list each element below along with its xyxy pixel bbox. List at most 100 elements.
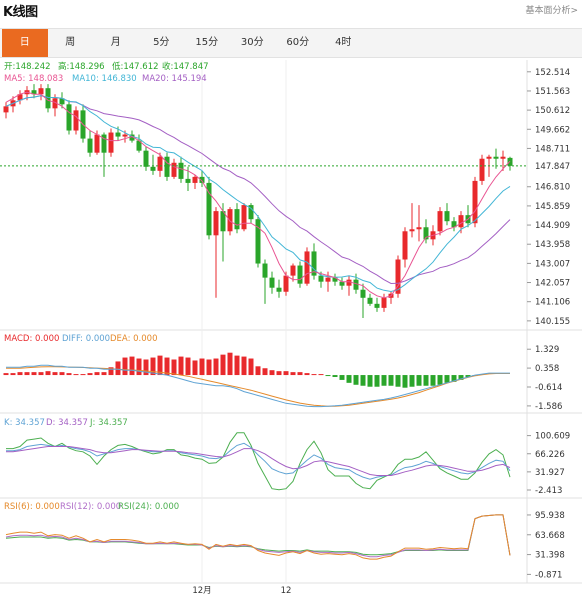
macd-y-label: 0.358	[535, 364, 559, 374]
macd-y-label: -1.586	[535, 402, 562, 412]
kdj-d-line	[6, 446, 511, 476]
rsi-y-label: -0.871	[535, 570, 562, 580]
candle-body	[479, 158, 485, 181]
candle-body	[339, 281, 345, 286]
k-info: K: 34.357	[4, 418, 45, 428]
candle-body	[290, 265, 296, 276]
macd-bar	[52, 372, 58, 376]
macd-bar	[437, 375, 443, 385]
macd-bar	[304, 373, 310, 376]
candle-body	[318, 275, 324, 282]
macd-bar	[199, 358, 205, 376]
tab-4[interactable]: 15分	[195, 37, 219, 48]
candle-body	[402, 231, 408, 260]
macd-bar	[255, 366, 261, 376]
candle-body	[38, 88, 44, 95]
macd-bar	[213, 358, 219, 376]
macd-bar	[80, 374, 86, 376]
tab-7[interactable]: 4时	[335, 37, 352, 48]
main-y-label: 140.155	[535, 317, 570, 327]
candle-body	[276, 287, 282, 292]
macd-y-label: 1.329	[535, 345, 559, 355]
kdj-y-label: 31.927	[535, 468, 565, 478]
main-y-label: 148.711	[535, 144, 570, 154]
candle-body	[73, 110, 79, 131]
j-info: J: 34.357	[89, 418, 128, 428]
main-y-label: 143.958	[535, 240, 570, 250]
macd-bar	[178, 356, 184, 376]
macd-bar	[458, 375, 464, 380]
rsi24-info: RSI(24): 0.000	[118, 502, 179, 512]
rsi-y-label: 63.668	[535, 531, 565, 541]
macd-bar	[24, 372, 30, 376]
macd-bar	[122, 357, 128, 376]
kdj-y-label: -2.413	[535, 486, 562, 496]
macd-bar	[409, 375, 415, 387]
macd-bar	[241, 356, 247, 376]
candle-body	[297, 265, 303, 284]
candle-body	[500, 156, 506, 159]
macd-bar	[283, 371, 289, 376]
macd-bar	[353, 375, 359, 385]
macd-bar	[395, 375, 401, 387]
candle-body	[241, 205, 247, 230]
macd-bar	[150, 357, 156, 376]
macd-bar	[73, 374, 79, 376]
candle-body	[59, 98, 65, 105]
tab-0[interactable]: 日	[2, 29, 48, 57]
macd-bar	[367, 375, 373, 387]
macd-bar	[136, 358, 142, 376]
macd-bar	[45, 371, 51, 376]
macd-bar	[262, 368, 268, 376]
macd-bar	[171, 359, 177, 376]
main-y-label: 151.563	[535, 87, 570, 97]
candle-body	[87, 138, 93, 153]
candle-body	[101, 134, 107, 153]
candle-body	[444, 211, 450, 222]
diff-info: DIFF: 0.000	[62, 334, 110, 344]
candle-body	[108, 132, 114, 153]
main-y-label: 146.810	[535, 183, 570, 193]
tab-3[interactable]: 5分	[153, 37, 170, 48]
macd-bar	[10, 373, 16, 376]
candle-body	[416, 227, 422, 230]
tab-5[interactable]: 30分	[240, 37, 264, 48]
candle-body	[122, 134, 128, 137]
ma10-line	[5, 95, 511, 293]
main-y-label: 149.662	[535, 125, 570, 135]
candle-body	[269, 277, 275, 288]
macd-bar	[108, 367, 114, 376]
candle-body	[157, 156, 163, 171]
ohlc-info-1: 高:148.296	[58, 61, 105, 72]
macd-bar	[381, 375, 387, 386]
candle-body	[451, 221, 457, 228]
tab-1[interactable]: 周	[65, 37, 76, 48]
macd-bar	[276, 371, 282, 376]
candle-body	[374, 303, 380, 308]
ma20-info: MA20: 145.194	[142, 74, 207, 84]
candle-body	[185, 178, 191, 183]
ma5-info: MA5: 148.083	[4, 74, 63, 84]
candle-body	[150, 166, 156, 171]
tab-6[interactable]: 60分	[286, 37, 310, 48]
macd-bar	[38, 372, 44, 376]
macd-bar	[220, 354, 226, 376]
macd-bar	[444, 375, 450, 383]
macd-bar	[346, 375, 352, 383]
tab-2[interactable]: 月	[110, 37, 121, 48]
header: K线图 基本面分析>	[0, 0, 582, 20]
ohlc-info-3: 收:147.847	[162, 61, 209, 72]
candle-body	[3, 106, 9, 113]
candle-body	[381, 297, 387, 308]
kdj-j-line	[6, 432, 511, 491]
main-y-label: 141.106	[535, 298, 570, 308]
candle-body	[136, 140, 142, 151]
kdj-y-label: 100.609	[535, 432, 570, 442]
macd-bar	[451, 375, 457, 382]
candle-body	[206, 182, 212, 236]
fundamental-analysis-link[interactable]: 基本面分析>	[525, 6, 578, 16]
dea-info: DEA: 0.000	[110, 334, 157, 344]
macd-bar	[388, 375, 394, 386]
candle-body	[45, 88, 51, 109]
candle-body	[493, 156, 499, 159]
